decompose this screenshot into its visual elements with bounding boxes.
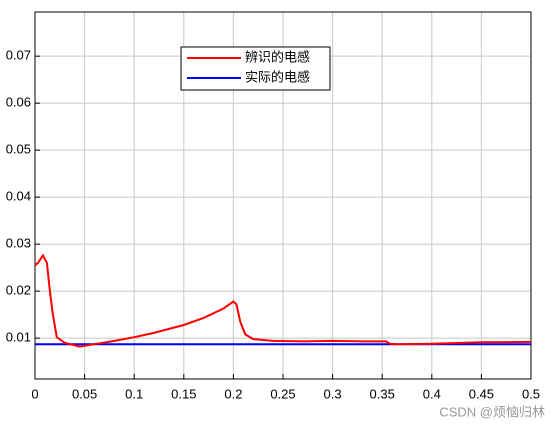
x-tick-label: 0.45	[469, 386, 494, 401]
x-tick-label: 0.4	[423, 386, 441, 401]
x-tick-label: 0.1	[125, 386, 143, 401]
legend-label: 辨识的电感	[245, 49, 310, 64]
x-tick-label: 0.05	[72, 386, 97, 401]
watermark: CSDN @烦恼归林	[439, 404, 545, 419]
y-tick-label: 0.06	[6, 95, 31, 110]
y-tick-label: 0.01	[6, 330, 31, 345]
y-tick-label: 0.07	[6, 48, 31, 63]
y-tick-label: 0.02	[6, 283, 31, 298]
y-tick-label: 0.04	[6, 189, 31, 204]
x-tick-label: 0.35	[370, 386, 395, 401]
x-tick-label: 0.15	[171, 386, 196, 401]
legend-label: 实际的电感	[245, 69, 310, 84]
x-tick-label: 0.5	[522, 386, 540, 401]
x-tick-label: 0	[31, 386, 38, 401]
x-tick-label: 0.2	[224, 386, 242, 401]
x-tick-label: 0.25	[270, 386, 295, 401]
series-line	[34, 253, 532, 348]
x-tick-label: 0.3	[324, 386, 342, 401]
plot-frame	[34, 11, 532, 380]
y-tick-label: 0.03	[6, 236, 31, 251]
legend-box	[180, 46, 331, 91]
y-tick-label: 0.05	[6, 142, 31, 157]
